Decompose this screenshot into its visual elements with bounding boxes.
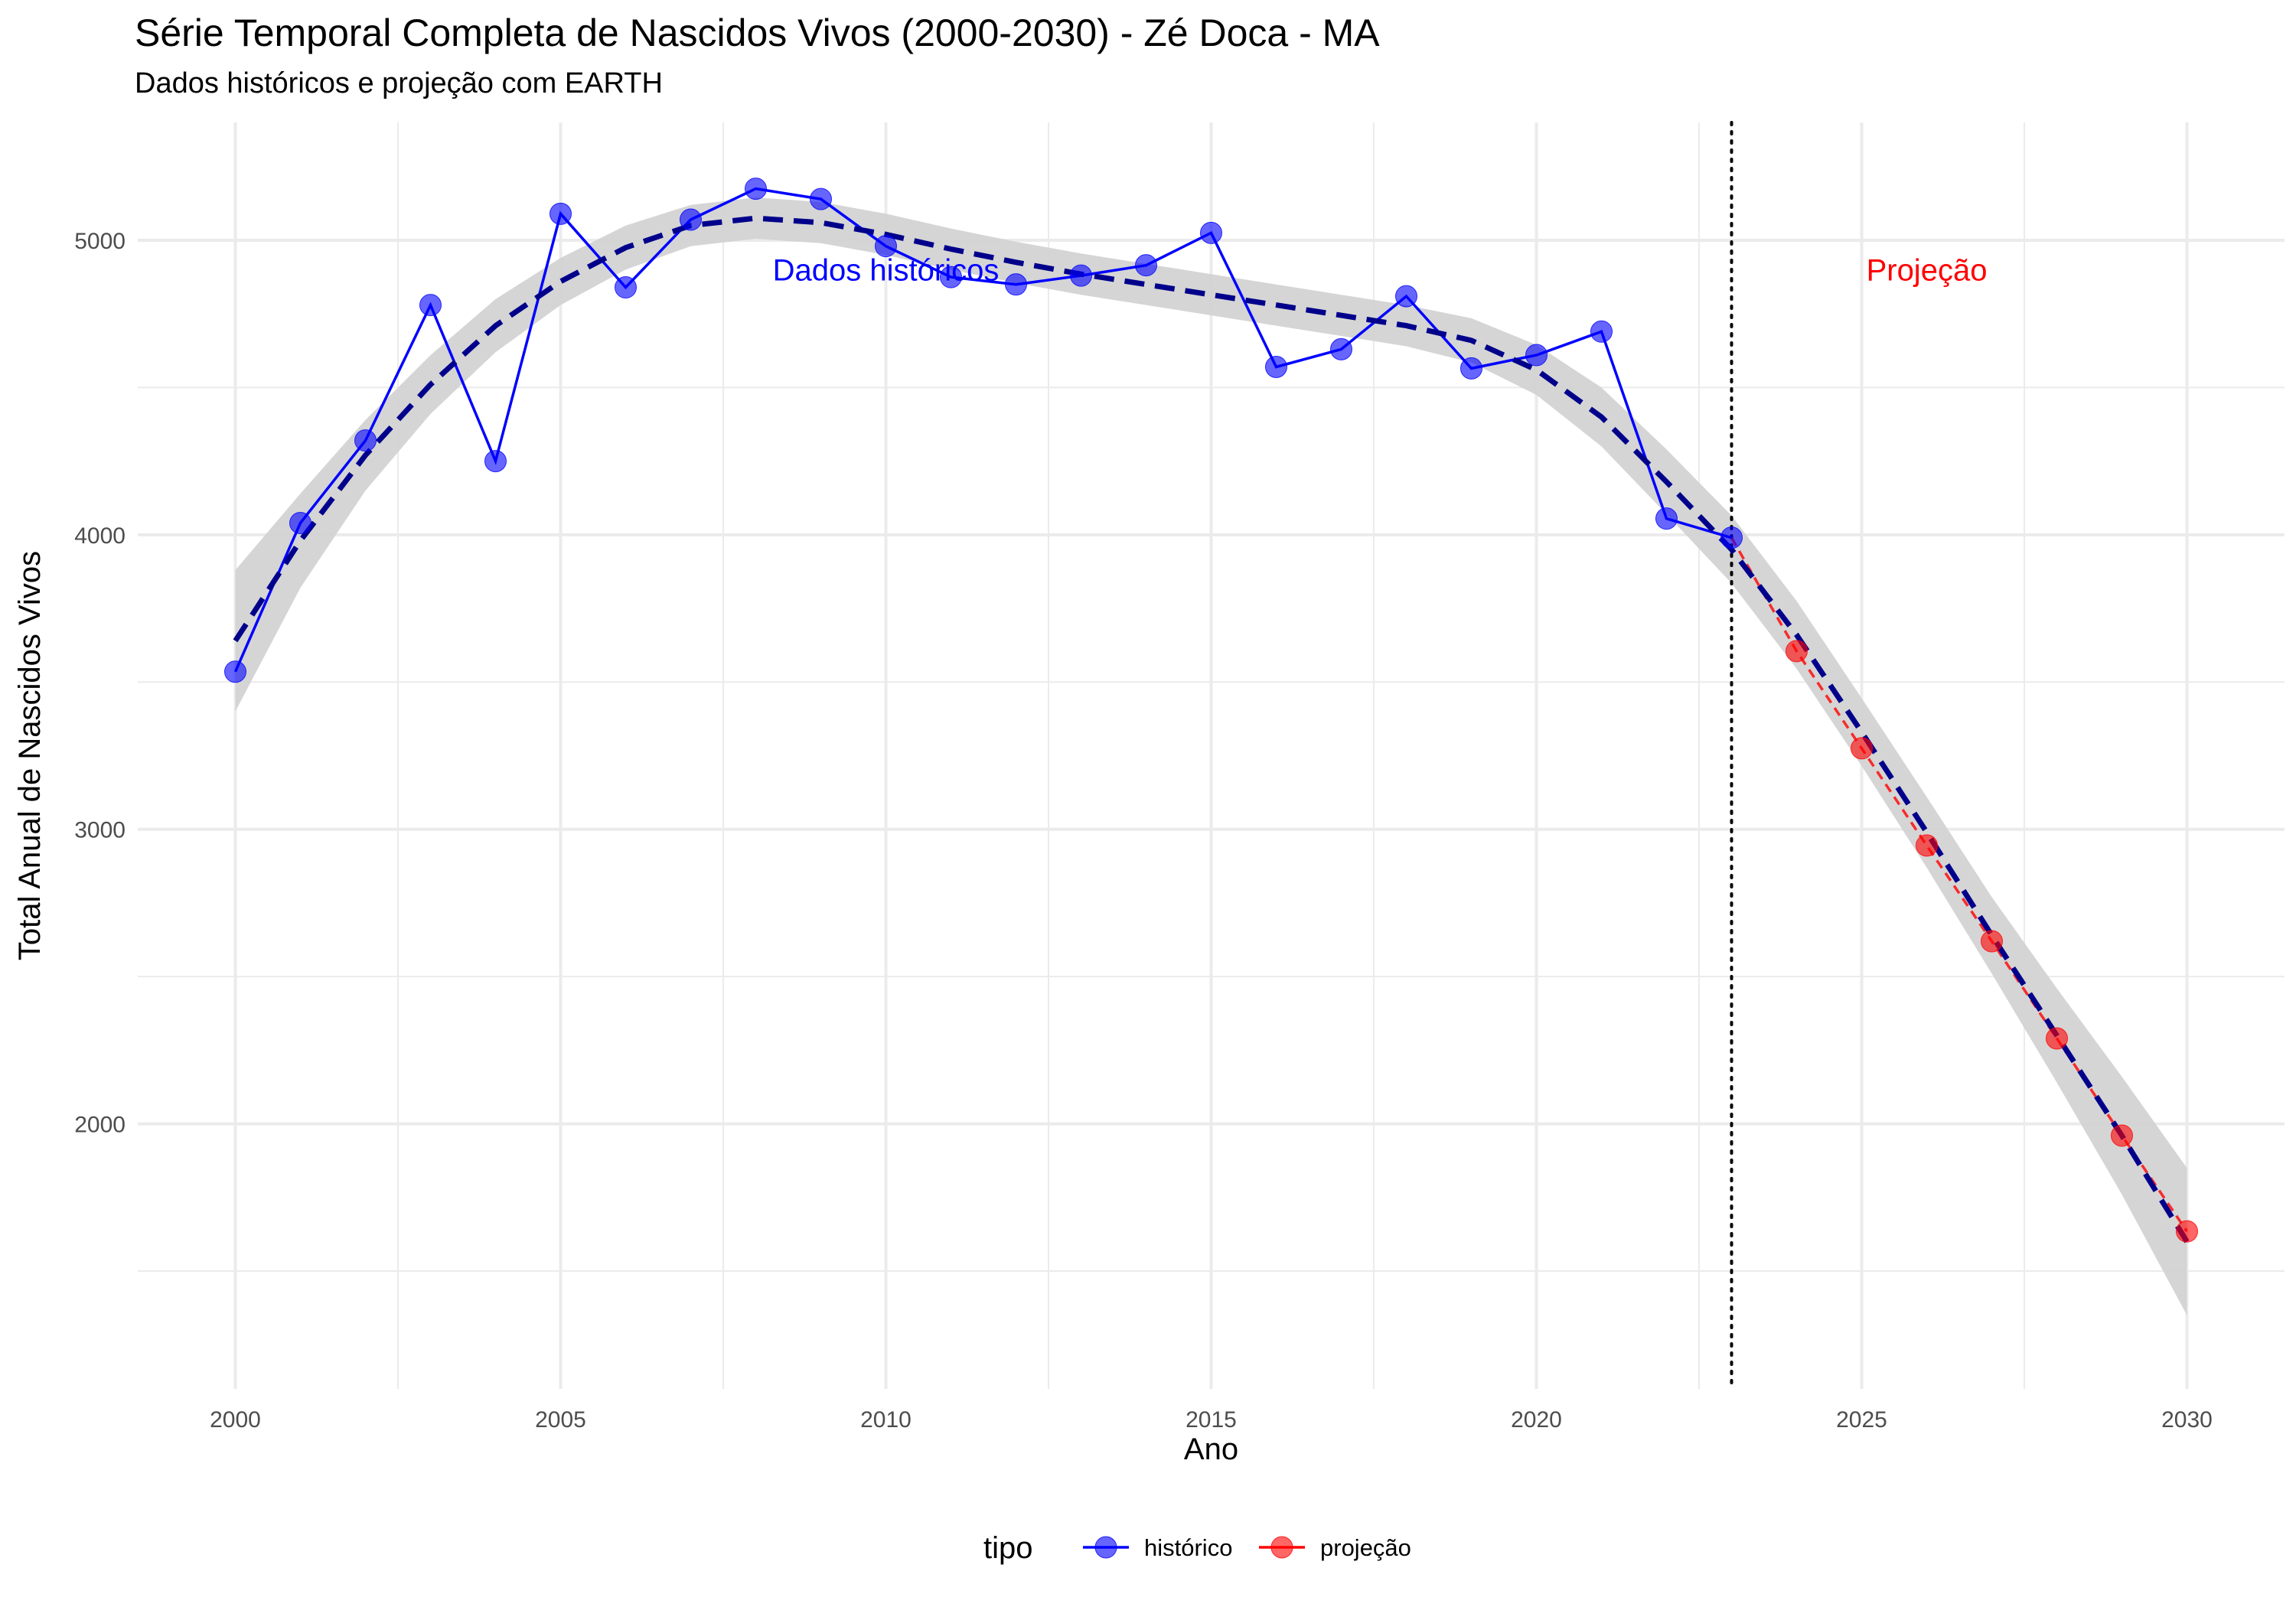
annotation-label: Projeção xyxy=(1867,253,1988,287)
y-tick-label: 4000 xyxy=(74,523,126,549)
data-point-projecao xyxy=(1916,834,1938,857)
data-point-projecao xyxy=(1786,640,1808,663)
data-point-historico xyxy=(1720,526,1743,549)
x-tick-label: 2015 xyxy=(1186,1407,1237,1433)
data-point-historico xyxy=(550,202,572,225)
data-point-historico xyxy=(1200,221,1222,244)
annotations: Dados históricos Projeção xyxy=(773,253,1988,287)
data-point-projecao xyxy=(2111,1124,2133,1147)
data-point-historico xyxy=(615,276,637,299)
data-point-historico xyxy=(940,266,962,288)
x-axis-title: Ano xyxy=(1184,1433,1238,1466)
data-point-historico xyxy=(1590,320,1613,343)
data-point-historico xyxy=(1460,357,1482,380)
chart-subtitle: Dados históricos e projeção com EARTH xyxy=(135,67,663,99)
annotation-label: Dados históricos xyxy=(773,253,1000,287)
data-point-historico xyxy=(419,294,442,317)
data-point-historico xyxy=(354,429,377,452)
y-axis-title: Total Anual de Nascidos Vivos xyxy=(13,551,47,960)
data-point-projecao xyxy=(2046,1027,2068,1050)
series-line-projecao xyxy=(1730,536,2188,1233)
x-tick-label: 2010 xyxy=(860,1407,912,1433)
data-point-historico xyxy=(680,208,702,231)
x-tick-label: 2005 xyxy=(535,1407,586,1433)
x-tick-label: 2000 xyxy=(210,1407,261,1433)
x-tick-label: 2020 xyxy=(1511,1407,1562,1433)
data-point-historico xyxy=(1330,337,1352,360)
y-tick-label: 2000 xyxy=(74,1113,126,1138)
x-axis-ticks: 2000 2005 2010 2015 2020 2025 2030 xyxy=(210,1407,2213,1433)
chart-title: Série Temporal Completa de Nascidos Vivo… xyxy=(135,11,1380,54)
legend: tipo histórico projeção xyxy=(983,1531,1411,1565)
legend-key-point xyxy=(1094,1536,1117,1559)
data-point-historico xyxy=(289,511,311,534)
data-point-projecao xyxy=(2176,1220,2198,1243)
data-point-projecao xyxy=(1981,930,2003,953)
legend-title: tipo xyxy=(983,1531,1033,1565)
data-point-historico xyxy=(1070,264,1092,287)
legend-entry-label: histórico xyxy=(1144,1534,1232,1561)
legend-key-point xyxy=(1270,1536,1293,1559)
data-point-historico xyxy=(1655,507,1678,530)
x-tick-label: 2030 xyxy=(2161,1407,2213,1433)
data-point-historico xyxy=(745,178,767,200)
data-point-historico xyxy=(1265,355,1287,378)
data-point-historico xyxy=(1135,254,1157,277)
x-tick-label: 2025 xyxy=(1836,1407,1887,1433)
data-point-historico xyxy=(224,660,246,683)
y-tick-label: 3000 xyxy=(74,818,126,843)
data-point-historico xyxy=(484,450,507,473)
y-axis-ticks: 2000 3000 4000 5000 xyxy=(74,229,126,1138)
data-point-historico xyxy=(875,235,897,258)
legend-entry-label: projeção xyxy=(1320,1534,1411,1561)
data-point-historico xyxy=(810,187,832,210)
data-point-historico xyxy=(1005,273,1027,296)
data-point-projecao xyxy=(1851,737,1873,760)
data-point-historico xyxy=(1525,344,1548,367)
data-point-historico xyxy=(1395,285,1417,308)
y-tick-label: 5000 xyxy=(74,229,126,254)
data-points xyxy=(224,178,2198,1243)
